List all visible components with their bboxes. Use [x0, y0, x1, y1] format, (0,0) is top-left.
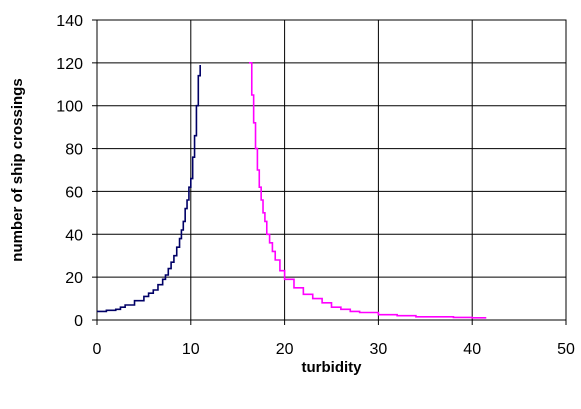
y-tick-label-2: 40	[65, 227, 83, 244]
y-tick-label-0: 0	[74, 313, 83, 330]
series-line-0	[97, 65, 201, 313]
x-tick-label-4: 40	[463, 341, 481, 358]
y-tick-label-5: 100	[56, 99, 83, 116]
x-axis-title: turbidity	[302, 359, 363, 376]
x-tick-label-1: 10	[182, 341, 200, 358]
x-tick-label-2: 20	[276, 341, 294, 358]
x-tick-label-3: 30	[370, 341, 388, 358]
x-tick-label-0: 0	[93, 341, 102, 358]
plot-area-frame	[96, 19, 567, 321]
y-tick-label-4: 80	[65, 142, 83, 159]
x-tick-labels: 0 10 20 30 40 50	[93, 341, 575, 358]
y-tick-label-6: 120	[56, 56, 83, 73]
y-tick-label-7: 140	[56, 13, 83, 30]
y-tick-label-1: 20	[65, 270, 83, 287]
series-line-1	[248, 62, 487, 319]
y-tick-label-3: 60	[65, 184, 83, 201]
y-axis-title: number of ship crossings	[9, 78, 26, 261]
x-tick-label-5: 50	[557, 341, 575, 358]
series-layer	[97, 62, 487, 319]
y-tick-labels: 0 20 40 60 80 100 120 140	[56, 13, 83, 330]
